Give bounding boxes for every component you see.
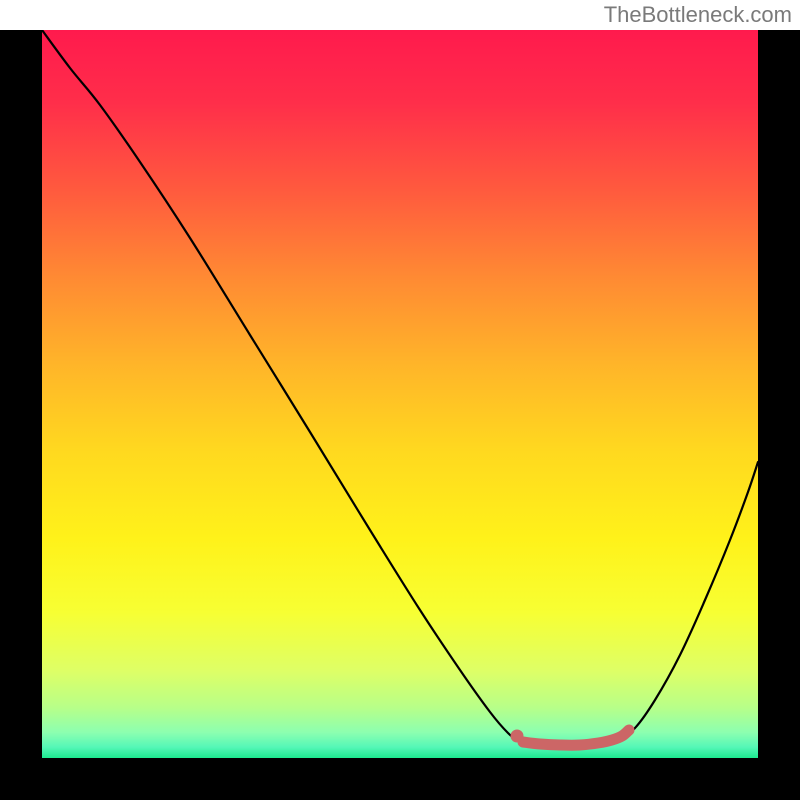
bottleneck-chart [0, 0, 800, 800]
chart-container: TheBottleneck.com [0, 0, 800, 800]
watermark-text: TheBottleneck.com [604, 2, 792, 28]
